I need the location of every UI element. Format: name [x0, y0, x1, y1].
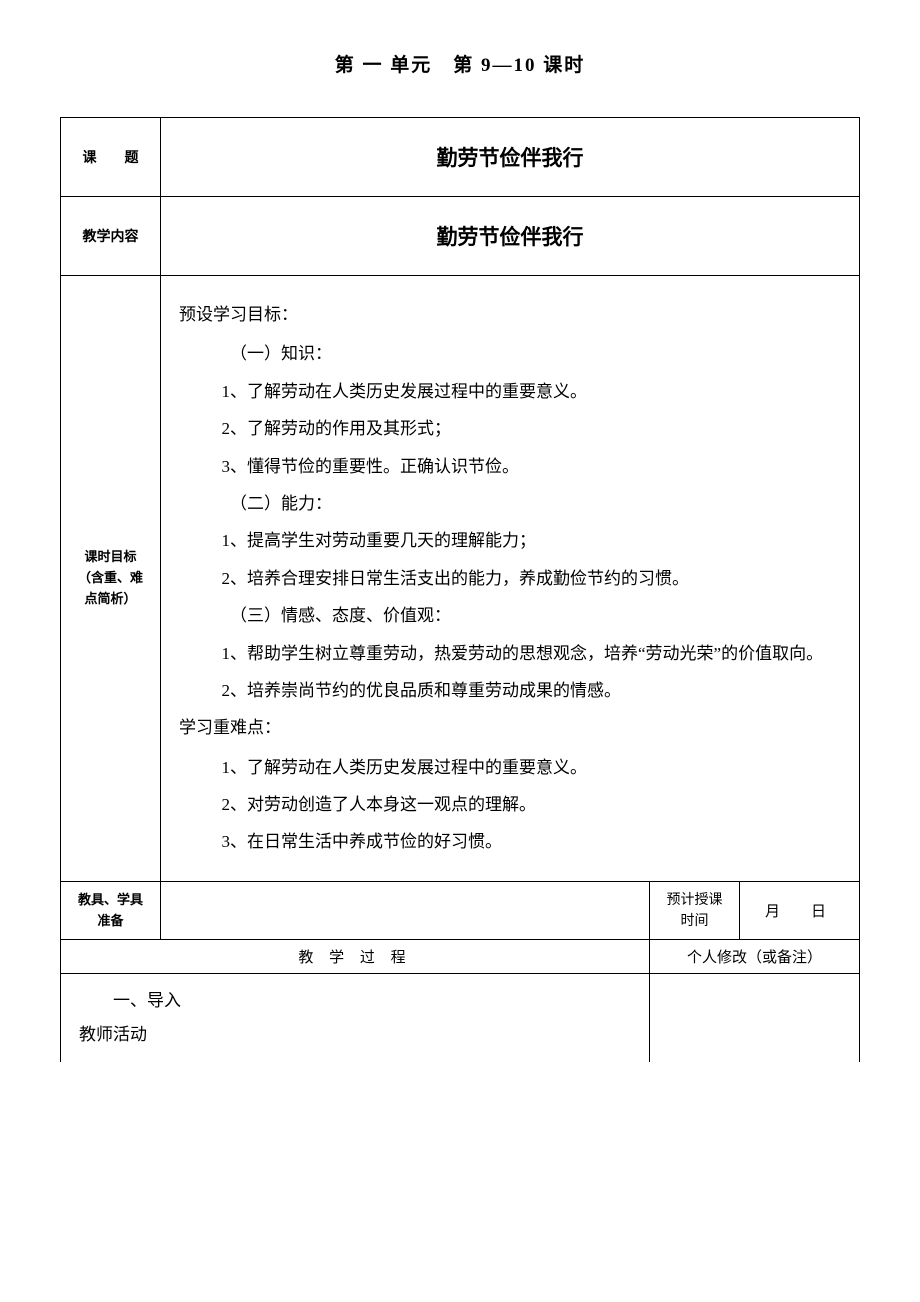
objectives-section1-title: （一）知识：: [179, 335, 841, 372]
row-teaching-content: 教学内容 勤劳节俭伴我行: [61, 197, 860, 276]
label-topic: 课 题: [61, 118, 161, 197]
objectives-s2-item2: 2、培养合理安排日常生活支出的能力，养成勤俭节约的习惯。: [179, 560, 841, 597]
label-tools-text: 教具、学具 准备: [78, 892, 143, 928]
objectives-s2-item1: 1、提高学生对劳动重要几天的理解能力；: [179, 522, 841, 559]
objectives-s3-item2: 2、培养崇尚节约的优良品质和尊重劳动成果的情感。: [179, 672, 841, 709]
row-process-body: 一、导入 教师活动: [61, 974, 860, 1063]
row-tools: 教具、学具 准备 预计授课 时间 月 日: [61, 881, 860, 940]
objectives-diff-item2: 2、对劳动创造了人本身这一观点的理解。: [179, 786, 841, 823]
objectives-section2-title: （二）能力：: [179, 485, 841, 522]
label-time: 预计授课 时间: [649, 881, 739, 940]
value-topic: 勤劳节俭伴我行: [161, 118, 860, 197]
row-objectives: 课时目标 （含重、难 点简析） 预设学习目标： （一）知识： 1、了解劳动在人类…: [61, 276, 860, 882]
objectives-section3-title: （三）情感、态度、价值观：: [179, 597, 841, 634]
value-objectives: 预设学习目标： （一）知识： 1、了解劳动在人类历史发展过程中的重要意义。 2、…: [161, 276, 860, 882]
process-line1: 一、导入: [79, 984, 631, 1018]
objectives-s1-item3: 3、懂得节俭的重要性。正确认识节俭。: [179, 448, 841, 485]
objectives-heading1: 预设学习目标：: [179, 296, 841, 333]
label-objectives: 课时目标 （含重、难 点简析）: [61, 276, 161, 882]
notes-header: 个人修改（或备注）: [649, 940, 859, 974]
lesson-plan-table: 课 题 勤劳节俭伴我行 教学内容 勤劳节俭伴我行 课时目标 （含重、难 点简析）…: [60, 117, 860, 1062]
notes-content: [649, 974, 859, 1063]
process-header: 教 学 过 程: [61, 940, 650, 974]
row-process-header: 教 学 过 程 个人修改（或备注）: [61, 940, 860, 974]
label-tools: 教具、学具 准备: [61, 881, 161, 940]
row-topic: 课 题 勤劳节俭伴我行: [61, 118, 860, 197]
page-title: 第 一 单元 第 9—10 课时: [60, 50, 860, 77]
value-teaching-content: 勤劳节俭伴我行: [161, 197, 860, 276]
objectives-heading2: 学习重难点：: [179, 709, 841, 746]
label-time-text: 预计授课 时间: [666, 893, 722, 929]
label-teaching-content: 教学内容: [61, 197, 161, 276]
process-line2: 教师活动: [79, 1018, 631, 1052]
value-tools: [161, 881, 650, 940]
label-objectives-text: 课时目标 （含重、难 点简析）: [78, 549, 143, 606]
value-time: 月 日: [739, 881, 859, 940]
objectives-diff-item3: 3、在日常生活中养成节俭的好习惯。: [179, 823, 841, 860]
objectives-s3-item1: 1、帮助学生树立尊重劳动，热爱劳动的思想观念，培养“劳动光荣”的价值取向。: [179, 635, 841, 672]
objectives-s1-item1: 1、了解劳动在人类历史发展过程中的重要意义。: [179, 373, 841, 410]
process-content: 一、导入 教师活动: [61, 974, 650, 1063]
objectives-s1-item2: 2、了解劳动的作用及其形式；: [179, 410, 841, 447]
objectives-diff-item1: 1、了解劳动在人类历史发展过程中的重要意义。: [179, 749, 841, 786]
